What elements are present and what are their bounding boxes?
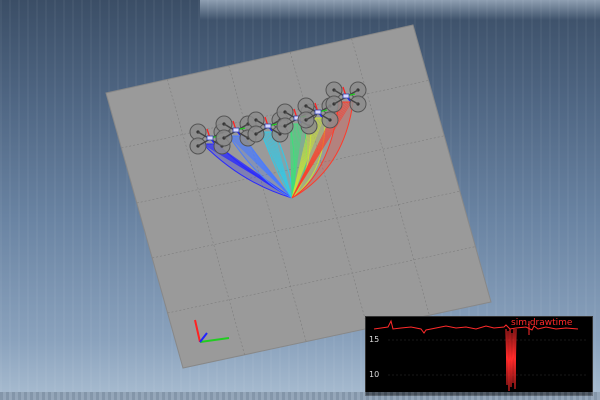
trajectory-hatch — [273, 131, 293, 199]
quadcopter-icon — [325, 81, 367, 113]
trajectory-hatch — [291, 117, 324, 199]
ground-plane — [105, 24, 492, 369]
trajectory-hatch — [215, 143, 293, 199]
grid-line — [167, 246, 476, 314]
quadcopter-swarm — [189, 81, 367, 155]
drawtime-spike — [505, 328, 517, 392]
trajectory-hatch — [241, 135, 293, 199]
drawtime-plot — [373, 319, 586, 392]
taskbar-strip — [0, 392, 600, 400]
drone-body — [206, 135, 214, 141]
drone-body — [314, 109, 322, 115]
drone-body — [342, 93, 350, 99]
drone-body — [232, 127, 240, 133]
world-axes-icon — [194, 319, 230, 343]
drawtime-line — [373, 319, 579, 334]
grid-line — [152, 190, 460, 259]
drone-body — [264, 123, 272, 129]
window-glare — [200, 0, 600, 20]
quadcopter-icon — [215, 115, 257, 147]
plot-tick-10: 10 — [369, 370, 380, 379]
grid-line — [136, 135, 445, 204]
plot-tick-15: 15 — [369, 335, 380, 344]
trajectory-hatch — [291, 101, 352, 199]
quadcopter-icon — [297, 97, 339, 129]
plot-title: sim.drawtime — [511, 318, 573, 328]
trajectory-hatch — [291, 123, 303, 199]
drawtime-plot-panel: sim.drawtime 15 10 — [365, 316, 593, 396]
